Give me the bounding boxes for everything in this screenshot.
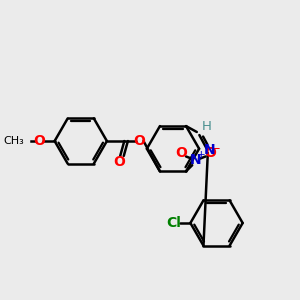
Text: O: O [33,134,45,148]
Text: O: O [134,134,146,148]
Text: CH₃: CH₃ [4,136,24,146]
Text: Cl: Cl [166,216,181,230]
Text: O: O [176,146,188,160]
Text: −: − [211,142,221,154]
Text: N: N [190,153,202,167]
Text: O: O [204,146,216,160]
Text: O: O [113,155,125,169]
Text: N: N [204,143,215,158]
Text: H: H [202,120,212,133]
Text: +: + [197,150,206,160]
